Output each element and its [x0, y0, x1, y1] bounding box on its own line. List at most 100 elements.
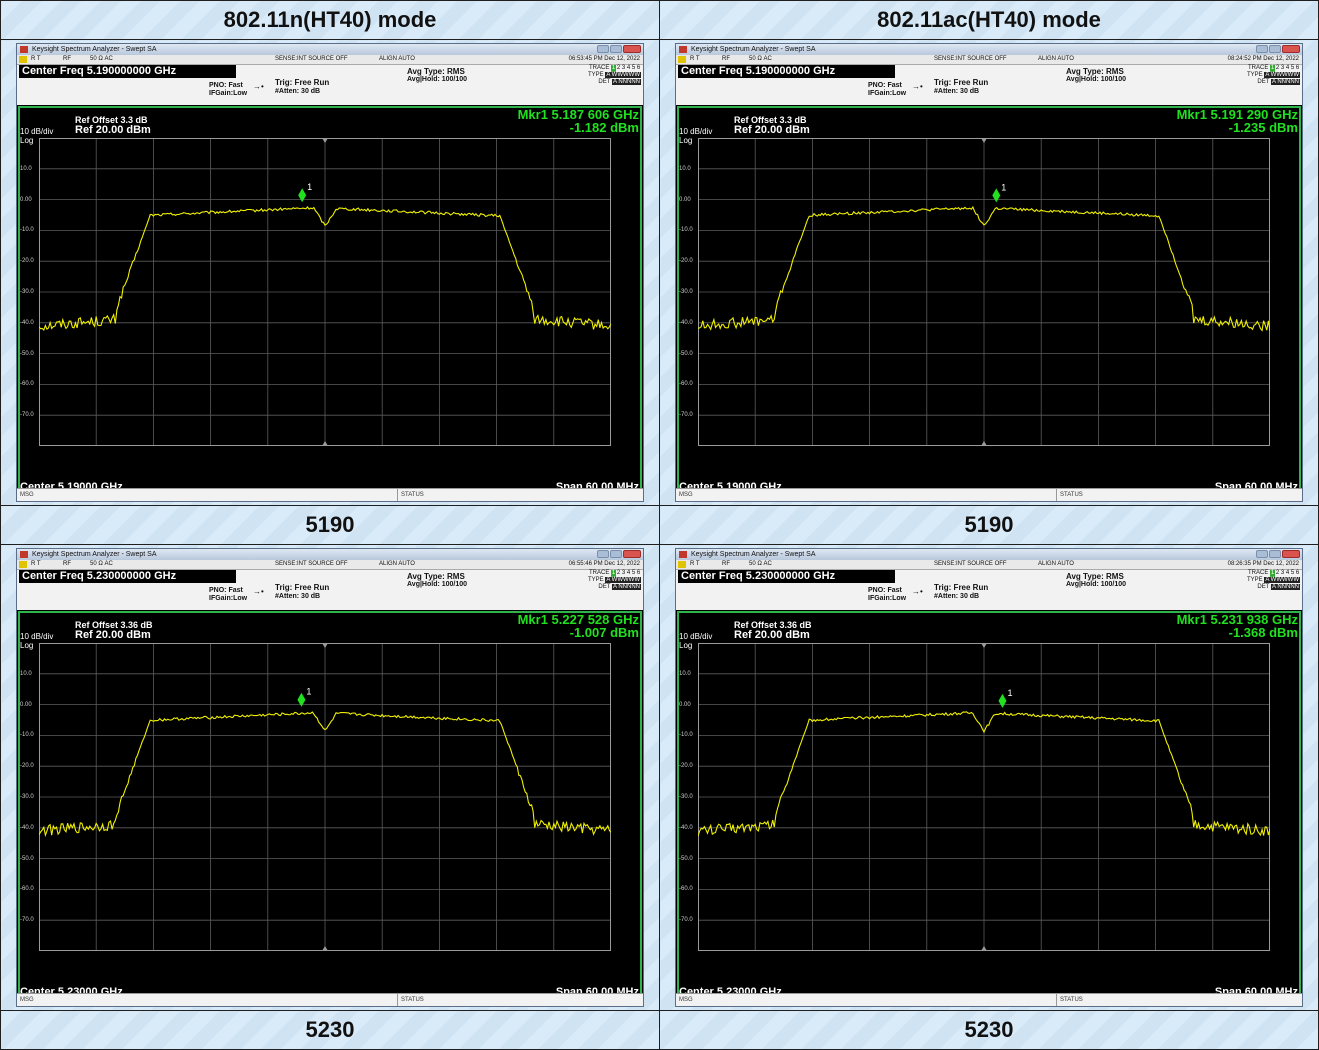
- minimize-button[interactable]: [1256, 45, 1268, 53]
- spectrum-plot[interactable]: Ref Offset 3.3 dB Ref 20.00 dBm 10 dB/di…: [17, 105, 643, 501]
- channel-label: 5230: [0, 1010, 660, 1050]
- y-tick-label: -50.0: [20, 350, 34, 357]
- status-row: R T RF 50 Ω AC SENSE:INT SOURCE OFF ALIG…: [17, 560, 643, 570]
- trace-number: 6: [636, 570, 641, 576]
- scale-block: 10 dB/div Log: [679, 632, 712, 650]
- maximize-button[interactable]: [1269, 550, 1281, 558]
- y-tick-label: -70.0: [20, 412, 34, 419]
- settings-bar: R T RF 50 Ω AC SENSE:INT SOURCE OFF ALIG…: [17, 560, 643, 610]
- center-freq-title[interactable]: Center Freq 5.190000000 GHz: [678, 65, 895, 78]
- trace-number: 5: [1290, 570, 1295, 576]
- settings-bar: R T RF 50 Ω AC SENSE:INT SOURCE OFF ALIG…: [676, 55, 1302, 105]
- message-bar: MSG STATUS: [17, 488, 643, 501]
- maximize-button[interactable]: [1269, 45, 1281, 53]
- marker-frequency: Mkr1 5.191 290 GHz: [1176, 107, 1298, 122]
- trace-number: 3: [1280, 570, 1285, 576]
- close-button[interactable]: [623, 550, 641, 558]
- center-tick-marker: [322, 946, 328, 951]
- message-bar: MSG STATUS: [676, 993, 1302, 1006]
- spectrum-plot[interactable]: Ref Offset 3.36 dB Ref 20.00 dBm 10 dB/d…: [676, 610, 1302, 1006]
- spectrum-plot[interactable]: Ref Offset 3.36 dB Ref 20.00 dBm 10 dB/d…: [17, 610, 643, 1006]
- trace-number: 1: [611, 570, 616, 577]
- close-button[interactable]: [1282, 550, 1300, 558]
- marker-readout: Mkr1 5.191 290 GHz -1.235 dBm: [1177, 108, 1298, 134]
- window-controls: [1255, 45, 1300, 54]
- spectrum-analyzer-window: Keysight Spectrum Analyzer - Swept SA R …: [675, 43, 1303, 502]
- window-titlebar: Keysight Spectrum Analyzer - Swept SA: [17, 44, 643, 55]
- center-tick-marker: [322, 441, 328, 446]
- lxi-icon: [19, 56, 27, 63]
- trace-number: 6: [636, 65, 641, 71]
- type-value: A WWWWW: [605, 72, 641, 78]
- app-icon: [20, 46, 28, 53]
- y-tick-label: -20.0: [679, 763, 693, 770]
- trace-label: TRACE: [588, 65, 610, 71]
- trace-number: 5: [631, 570, 636, 576]
- y-tick-label: 10.0: [20, 165, 32, 172]
- ref-offset: Ref Offset 3.3 dB: [734, 115, 807, 125]
- minimize-button[interactable]: [597, 45, 609, 53]
- spectrum-trace: [698, 711, 1270, 837]
- app-icon: [20, 551, 28, 558]
- window-titlebar: Keysight Spectrum Analyzer - Swept SA: [17, 549, 643, 560]
- det-value: A NNNNN: [1270, 584, 1300, 590]
- y-tick-label: -70.0: [679, 412, 693, 419]
- scale-type: Log: [20, 136, 34, 145]
- trace-number: 4: [626, 570, 631, 576]
- mode-indicator: R T: [31, 56, 41, 62]
- datetime: 06:53:45 PM Dec 12, 2022: [568, 56, 640, 62]
- maximize-button[interactable]: [610, 550, 622, 558]
- message-bar: MSG STATUS: [17, 993, 643, 1006]
- y-tick-label: -30.0: [20, 289, 34, 295]
- close-button[interactable]: [623, 45, 641, 53]
- trace-number: 3: [1280, 65, 1285, 71]
- det-label: DET: [1257, 79, 1270, 85]
- plot-frame: [18, 106, 642, 501]
- msg-label: MSG: [20, 492, 34, 498]
- marker-number: 1: [307, 182, 312, 192]
- y-tick-label: 0.00: [20, 196, 32, 203]
- ref-offset: Ref Offset 3.36 dB: [75, 620, 153, 630]
- ifgain-setting: IFGain:Low: [209, 90, 248, 97]
- y-tick-label: -60.0: [679, 886, 693, 893]
- scale-block: 10 dB/div Log: [20, 127, 53, 145]
- marker-level: -1.368 dBm: [1228, 625, 1298, 640]
- sense-indicator: SENSE:INT SOURCE OFF: [275, 56, 348, 62]
- plot-frame: [18, 611, 642, 1006]
- status-row: R T RF 50 Ω AC SENSE:INT SOURCE OFF ALIG…: [676, 55, 1302, 65]
- ref-block: Ref Offset 3.3 dB Ref 20.00 dBm: [734, 115, 810, 136]
- trigger-arrow-icon: →•: [253, 587, 264, 596]
- window-titlebar: Keysight Spectrum Analyzer - Swept SA: [676, 549, 1302, 560]
- trace-number: 6: [1295, 65, 1300, 71]
- minimize-button[interactable]: [597, 550, 609, 558]
- status-label: STATUS: [397, 994, 441, 1006]
- y-tick-label: -40.0: [20, 824, 34, 831]
- scale-per-div: 10 dB/div: [679, 127, 713, 136]
- marker-readout: Mkr1 5.187 606 GHz -1.182 dBm: [518, 108, 639, 134]
- y-tick-label: 0.00: [20, 701, 32, 708]
- y-tick-label: -60.0: [20, 886, 34, 893]
- ref-block: Ref Offset 3.36 dB Ref 20.00 dBm: [75, 620, 153, 641]
- ref-level: Ref 20.00 dBm: [75, 629, 151, 641]
- impedance-indicator: 50 Ω AC: [90, 56, 113, 62]
- center-freq-title[interactable]: Center Freq 5.230000000 GHz: [19, 570, 236, 583]
- y-tick-label: -50.0: [679, 855, 693, 862]
- close-button[interactable]: [1282, 45, 1300, 53]
- sense-indicator: SENSE:INT SOURCE OFF: [275, 561, 348, 567]
- avg-type: Avg Type: RMS: [1066, 572, 1124, 581]
- marker-number: 1: [306, 687, 311, 697]
- marker-diamond: [998, 693, 1007, 708]
- center-freq-title[interactable]: Center Freq 5.230000000 GHz: [678, 570, 895, 583]
- datetime: 08:24:52 PM Dec 12, 2022: [1227, 56, 1299, 62]
- spectrum-trace: [698, 205, 1270, 332]
- app-icon: [679, 46, 687, 53]
- marker-diamond: [297, 692, 306, 707]
- spectrum-plot[interactable]: Ref Offset 3.3 dB Ref 20.00 dBm 10 dB/di…: [676, 105, 1302, 501]
- y-tick-label: -50.0: [679, 350, 693, 357]
- minimize-button[interactable]: [1256, 550, 1268, 558]
- lxi-icon: [678, 561, 686, 568]
- center-freq-title[interactable]: Center Freq 5.190000000 GHz: [19, 65, 236, 78]
- maximize-button[interactable]: [610, 45, 622, 53]
